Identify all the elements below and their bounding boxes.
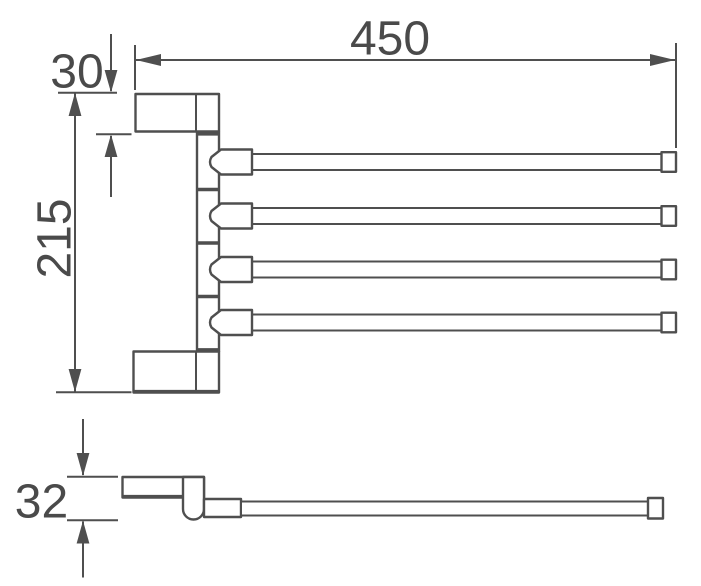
dim-top-offset: 30 — [50, 34, 132, 197]
arm-end-cap — [660, 258, 678, 281]
arm-bar — [251, 313, 663, 332]
dim-arrow-up — [104, 134, 118, 157]
dim-height: 215 — [29, 92, 132, 394]
arm-hub — [208, 202, 254, 230]
wall-plate-bottom — [132, 350, 221, 394]
dim-height-label: 215 — [29, 198, 82, 278]
arm-end-cap — [660, 150, 678, 173]
dim-arrow-up — [76, 520, 90, 544]
dim-depth: 32 — [15, 419, 118, 578]
arm-hub — [208, 255, 254, 284]
bottom-arm-hub — [202, 497, 243, 519]
dim-arrow-down — [104, 70, 118, 93]
arm-hub — [208, 308, 254, 337]
swivel-arm — [208, 308, 678, 337]
dim-arrow-left — [136, 54, 161, 66]
swivel-arm — [208, 202, 678, 230]
swivel-arm — [208, 255, 678, 284]
arm-bar — [251, 260, 663, 279]
arm-end-cap — [660, 311, 678, 334]
arm-bar — [251, 207, 663, 225]
dim-arrow-up — [68, 92, 82, 116]
bottom-arm-bar — [240, 500, 649, 517]
dim-arrow-down — [76, 453, 90, 476]
dim-depth-label: 32 — [15, 476, 68, 529]
pivot-post — [181, 475, 206, 521]
dim-arrow-down — [68, 369, 82, 392]
arm-hub — [208, 148, 254, 176]
arm-bar — [251, 153, 663, 171]
wall-plate-top — [134, 92, 221, 133]
front-view — [132, 92, 678, 394]
dim-arrow-right — [650, 54, 675, 66]
dim-top-offset-label: 30 — [50, 46, 103, 99]
bottom-view — [121, 475, 665, 521]
swivel-arm — [208, 148, 678, 176]
dim-width-label: 450 — [350, 13, 430, 66]
arm-end-cap — [660, 204, 678, 227]
dim-width: 450 — [134, 13, 677, 148]
bottom-arm-end-cap — [646, 496, 665, 520]
